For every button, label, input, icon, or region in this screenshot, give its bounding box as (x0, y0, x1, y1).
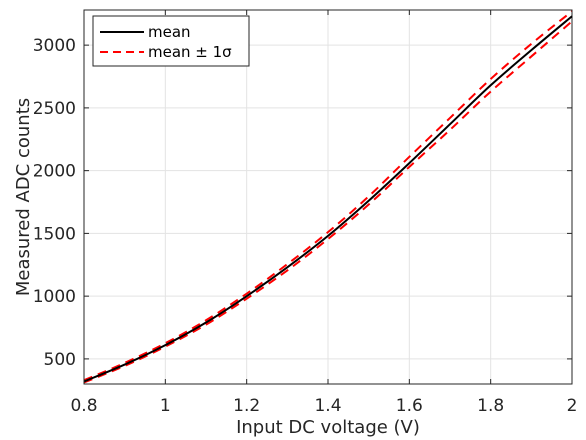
series-line-mean-minus-sigma (83, 20, 573, 384)
x-axis-title: Input DC voltage (V) (236, 417, 420, 438)
y-axis-title: Measured ADC counts (13, 98, 34, 296)
y-tick-label: 1000 (33, 287, 76, 307)
x-tick-label: 0.8 (70, 396, 97, 416)
legend: mean mean ± 1σ (92, 15, 250, 67)
series-line-mean (83, 15, 573, 383)
x-tick-label: 1.6 (396, 396, 423, 416)
legend-box (92, 15, 250, 67)
series-line-mean-plus-sigma (83, 10, 573, 382)
series-layer (83, 10, 573, 384)
y-tick-label: 500 (44, 350, 76, 370)
x-tick-label: 1.8 (477, 396, 504, 416)
y-tick-label: 3000 (33, 36, 76, 56)
tick-marks (83, 10, 573, 384)
y-tick-label: 1500 (33, 224, 76, 244)
legend-label-mean-pm-sigma: mean ± 1σ (148, 43, 232, 61)
y-tick-label: 2500 (33, 99, 76, 119)
x-tick-label: 1.4 (314, 396, 341, 416)
y-tick-label: 2000 (33, 162, 76, 182)
legend-label-mean: mean (148, 23, 191, 41)
x-tick-label: 1 (160, 396, 171, 416)
x-tick-labels: 0.8 1 1.2 1.4 1.6 1.8 2 (70, 396, 577, 416)
x-tick-label: 1.2 (233, 396, 260, 416)
y-tick-labels: 500 1000 1500 2000 2500 3000 (33, 36, 76, 370)
x-tick-label: 2 (567, 396, 578, 416)
